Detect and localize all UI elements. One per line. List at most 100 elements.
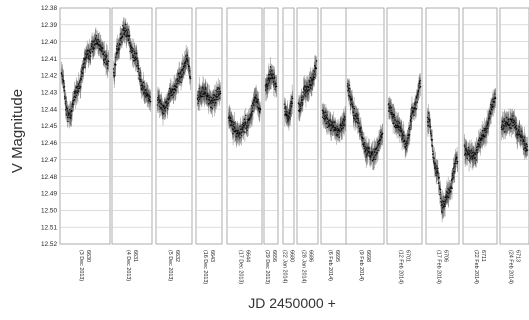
- data-point: [89, 55, 92, 57]
- data-point: [265, 89, 267, 91]
- data-point: [315, 60, 318, 62]
- panel: 6631(4 Dec 2013): [111, 7, 153, 281]
- data-point: [415, 108, 418, 110]
- panel-jd: 6686: [308, 250, 314, 262]
- panel: 6644(17 Dec 2013): [226, 7, 263, 284]
- data-point: [106, 55, 108, 57]
- panel-jd: 6706: [443, 250, 449, 262]
- data-point: [217, 98, 219, 101]
- panel-label: 6701(12 Feb 2014): [398, 250, 411, 284]
- data-point: [302, 103, 304, 105]
- data-point: [439, 188, 442, 191]
- panel: 6695(6 Feb 2014): [320, 7, 348, 281]
- panel-date: (9 Feb 2014): [358, 250, 364, 281]
- panel: 6686(28 Jan 2014): [296, 7, 319, 283]
- y-tick-label: 12.52: [41, 241, 57, 248]
- data-point: [180, 81, 182, 84]
- y-tick-label: 12.39: [41, 22, 57, 29]
- data-point: [456, 160, 459, 163]
- data-point: [291, 97, 294, 100]
- data-point: [62, 79, 65, 82]
- data-point: [219, 90, 222, 93]
- panel: 6711(22 Feb 2014): [462, 7, 498, 284]
- panel-label: 6713(24 Feb 2014): [508, 250, 521, 284]
- data-point: [271, 69, 273, 72]
- data-point: [67, 120, 69, 123]
- panel: 6701(12 Feb 2014): [386, 7, 423, 284]
- data-point: [409, 128, 411, 131]
- data-point: [245, 114, 247, 117]
- y-tick-label: 12.50: [41, 207, 57, 214]
- data-point: [398, 122, 401, 124]
- data-point: [336, 133, 338, 135]
- data-point: [432, 153, 435, 155]
- data-point: [315, 67, 318, 70]
- data-point: [121, 35, 124, 37]
- data-point: [63, 85, 66, 88]
- y-tick-label: 12.46: [41, 140, 57, 147]
- data-point: [149, 100, 152, 103]
- data-point: [113, 74, 116, 77]
- panel-label: 6706(17 Feb 2014): [436, 250, 449, 284]
- y-tick-label: 12.45: [41, 123, 57, 130]
- panel-date: (22 Feb 2014): [473, 250, 479, 284]
- panel-label: 6698(9 Feb 2014): [358, 250, 371, 281]
- data-point: [381, 132, 384, 135]
- y-tick-label: 12.48: [41, 174, 57, 181]
- data-point: [275, 85, 278, 88]
- data-point: [90, 52, 92, 54]
- y-tick-label: 12.44: [41, 106, 57, 113]
- panel: 6643(16 Dec 2013): [195, 7, 223, 284]
- panel-date: (24 Feb 2014): [508, 250, 514, 284]
- data-point: [526, 149, 529, 151]
- panel: 6706(17 Feb 2014): [425, 7, 460, 284]
- panel-label: 6643(16 Dec 2013): [202, 250, 215, 284]
- data-point: [119, 43, 122, 46]
- data-point: [244, 131, 246, 133]
- data-point: [219, 92, 222, 95]
- data-point: [189, 75, 192, 78]
- data-point: [326, 126, 329, 129]
- panel-jd: 6632: [174, 250, 180, 262]
- x-axis-label: JD 2450000 +: [248, 295, 336, 311]
- panel-jd: 6695: [334, 250, 340, 262]
- data-point: [159, 99, 161, 101]
- data-point: [526, 145, 529, 148]
- y-tick-label: 12.41: [41, 56, 57, 63]
- panel: 6680(22 Jan 2014): [282, 7, 295, 283]
- panel-date: (3 Dec 2013): [78, 250, 84, 281]
- panel-date: (6 Feb 2014): [327, 250, 333, 281]
- data-point: [419, 79, 422, 82]
- panel-jd: 6644: [245, 250, 251, 262]
- panel: 6713(24 Feb 2014): [499, 7, 529, 284]
- y-axis-label: V Magnitude: [9, 89, 26, 173]
- data-point: [107, 60, 110, 62]
- data-point: [149, 96, 152, 98]
- panel-date: (4 Dec 2013): [125, 250, 131, 281]
- data-point: [429, 126, 432, 128]
- panel: 6698(9 Feb 2014): [345, 7, 385, 281]
- panel-date: (22 Jan 2014): [282, 250, 288, 283]
- panel-date: (5 Dec 2013): [167, 250, 173, 281]
- y-tick-label: 12.47: [41, 157, 57, 164]
- data-point: [198, 100, 200, 102]
- panel-label: 6695(6 Feb 2014): [327, 250, 340, 281]
- y-tick-label: 12.38: [41, 5, 57, 12]
- panel-date: (17 Feb 2014): [436, 250, 442, 284]
- data-point: [136, 52, 138, 55]
- data-point: [210, 106, 212, 109]
- panel-label: 6680(22 Jan 2014): [282, 250, 295, 283]
- data-point: [132, 50, 134, 52]
- panel-label: 6630(3 Dec 2013): [78, 250, 91, 281]
- data-point: [166, 107, 169, 110]
- data-point: [475, 159, 478, 161]
- data-point: [259, 108, 262, 111]
- panel-label: 6656(29 Dec 2013): [264, 250, 277, 284]
- data-point: [313, 76, 316, 79]
- data-point: [325, 111, 327, 113]
- data-point: [476, 151, 479, 154]
- y-axis-ticks: 12.38 12.39 12.40 12.41 12.42 12.43 12.44 12.45…: [41, 5, 57, 248]
- panel-jd: 6680: [289, 250, 295, 262]
- data-point: [128, 34, 131, 37]
